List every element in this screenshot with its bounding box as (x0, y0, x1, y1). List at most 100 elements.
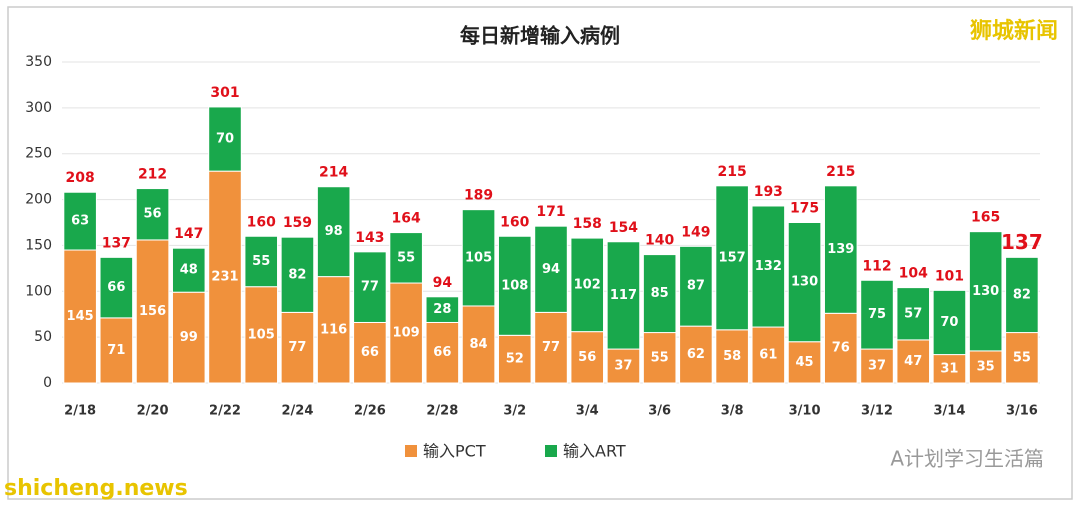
total-label: 140 (645, 233, 674, 249)
bar-segment (389, 232, 423, 284)
data-label: 55 (397, 250, 415, 265)
data-label: 66 (361, 345, 379, 360)
data-label: 28 (433, 302, 451, 317)
legend-swatch (545, 445, 557, 457)
data-label: 63 (71, 214, 89, 229)
bar-segment (715, 185, 749, 331)
total-label: 175 (790, 201, 819, 217)
data-label: 37 (868, 359, 886, 374)
total-label: 137 (1001, 230, 1043, 254)
data-label: 82 (288, 267, 306, 282)
bar-segment (1005, 256, 1039, 334)
x-tick-label: 3/10 (789, 404, 821, 419)
data-label: 157 (719, 250, 746, 265)
x-tick-label: 2/26 (354, 404, 386, 419)
total-label: 215 (717, 164, 746, 180)
data-label: 77 (542, 340, 560, 355)
total-label: 158 (573, 216, 602, 232)
data-label: 76 (832, 341, 850, 356)
total-label: 137 (102, 235, 131, 251)
data-label: 139 (827, 242, 854, 257)
bar-segment (570, 237, 605, 333)
x-tick-label: 3/16 (1006, 404, 1038, 419)
watermark: shicheng.news (4, 476, 188, 501)
data-label: 61 (759, 348, 777, 363)
total-label: 193 (754, 184, 783, 200)
total-label: 164 (391, 211, 420, 227)
data-label: 70 (216, 132, 234, 147)
total-label: 215 (826, 164, 855, 180)
y-tick-label: 0 (43, 375, 52, 391)
x-tick-label: 3/12 (861, 404, 893, 419)
x-tick-label: 3/6 (648, 404, 671, 419)
data-label: 85 (651, 286, 669, 301)
total-label: 147 (174, 226, 203, 242)
data-label: 66 (433, 345, 451, 360)
legend-label: 输入ART (563, 442, 626, 461)
y-tick-label: 200 (25, 192, 52, 208)
bar-segment (280, 236, 315, 313)
x-tick-label: 3/14 (933, 404, 965, 419)
data-label: 116 (320, 322, 347, 337)
data-label: 52 (506, 352, 524, 367)
legend-swatch (405, 445, 417, 457)
bar-segment (497, 334, 532, 384)
data-label: 130 (972, 284, 999, 299)
bar-segment (968, 231, 1003, 352)
total-label: 104 (899, 266, 928, 282)
total-label: 112 (862, 258, 891, 274)
data-label: 82 (1013, 287, 1031, 302)
total-label: 165 (971, 210, 1000, 226)
data-label: 99 (180, 330, 198, 345)
bar-segment (425, 296, 460, 323)
data-label: 105 (248, 327, 275, 342)
data-label: 84 (470, 337, 488, 352)
bar-segment (461, 305, 496, 384)
data-label: 130 (791, 275, 818, 290)
x-tick-label: 3/8 (721, 404, 744, 419)
bar-segment (932, 289, 967, 356)
total-label: 171 (536, 204, 565, 220)
data-label: 87 (687, 279, 705, 294)
total-label: 154 (609, 220, 638, 236)
total-label: 143 (355, 230, 384, 246)
data-label: 77 (288, 340, 306, 355)
total-label: 214 (319, 165, 348, 181)
data-label: 156 (139, 304, 166, 319)
total-label: 160 (500, 214, 529, 230)
bar-segment (208, 106, 242, 172)
bar-segment (860, 348, 894, 384)
bar-segment (497, 235, 532, 336)
data-label: 58 (723, 349, 741, 364)
y-tick-label: 100 (25, 283, 52, 299)
data-label: 45 (796, 355, 814, 370)
bar-segment (1005, 332, 1039, 384)
x-tick-label: 2/28 (426, 404, 458, 419)
data-label: 70 (940, 315, 958, 330)
data-label: 145 (67, 309, 94, 324)
data-label: 75 (868, 307, 886, 322)
bar-segment (63, 191, 97, 251)
data-label: 35 (977, 359, 995, 374)
data-label: 109 (393, 326, 420, 341)
bar-segment (171, 291, 206, 384)
data-label: 94 (542, 262, 560, 277)
watermark: A计划学习生活篇 (890, 447, 1044, 471)
data-label: 117 (610, 288, 637, 303)
bar-segment (534, 225, 568, 313)
bar-segment (642, 332, 677, 384)
data-label: 55 (1013, 350, 1031, 365)
bar-segment (171, 247, 206, 293)
data-label: 55 (651, 350, 669, 365)
bar-segment (679, 245, 713, 327)
bar-segment (932, 354, 967, 384)
total-label: 160 (247, 214, 276, 230)
bar-segment (244, 286, 279, 384)
bar-segment (461, 209, 496, 307)
bar-segment (751, 205, 786, 328)
data-label: 132 (755, 259, 782, 274)
data-label: 105 (465, 250, 492, 265)
total-label: 159 (283, 215, 312, 231)
bar-segment (389, 282, 423, 384)
